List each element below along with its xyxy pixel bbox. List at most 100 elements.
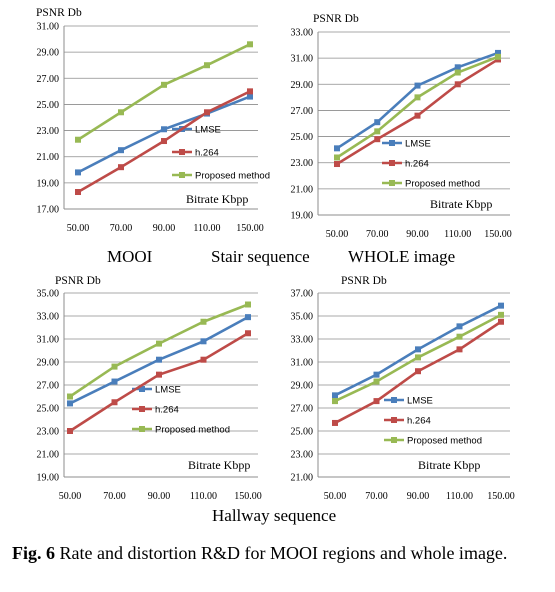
chart2-lmse-point [374,119,381,126]
chart3-legend-lmse-label: LMSE [155,385,181,396]
chart1-x-tick-label: 150.00 [236,223,264,234]
chart2-y-tick-label: 29.00 [291,80,314,91]
chart1-lmse-line [77,95,251,174]
chart1-lmse-point [247,93,253,100]
chart1-h264-point [204,109,210,116]
chart4-proposed-point [332,398,338,405]
chart3-y-axis-label: PSNR Db [55,275,101,287]
caption-whole-image: WHOLE image [348,247,456,266]
chart3-y-tick-label: 33.00 [37,312,60,323]
chart4-lmse-point [456,323,463,330]
chart1-legend-h264-label: h.264 [195,148,219,159]
chart3-legend-h264-marker [139,406,145,412]
chart1-legend-lmse-label: LMSE [195,125,221,136]
chart2-legend-proposed-marker [389,180,395,186]
chart2-y-tick-label: 19.00 [291,211,314,222]
chart1-proposed-point [161,81,167,88]
chart3-proposed-point [156,340,162,347]
chart3-proposed-point [200,318,207,325]
figure-caption-text: Rate and distortion R&D for MOOI regions… [55,543,508,563]
chart3-proposed-point [67,393,73,400]
chart3-x-tick-label: 150.00 [234,491,262,502]
chart3-y-tick-label: 31.00 [37,335,60,346]
chart4-legend-proposed-label: Proposed method [407,436,482,447]
chart4-h264-point [415,368,421,375]
chart1-y-tick-label: 29.00 [37,48,60,59]
chart4-h264-point [498,318,504,325]
chart3-legend-lmse-marker [139,386,145,392]
caption-hallway-sequence: Hallway sequence [212,506,337,525]
chart2-y-tick-label: 31.00 [291,54,314,65]
chart3-h264-point [67,428,73,434]
chart1-legend-proposed-label: Proposed method [195,171,270,182]
chart1-y-axis-label: PSNR Db [36,7,82,19]
chart1-lmse-point [118,147,124,154]
chart1-h264-point [118,164,124,171]
chart4-x-tick-label: 90.00 [407,491,430,502]
chart4-legend-h264-label: h.264 [407,416,431,427]
chart3-lmse-point [67,400,73,407]
chart1-h264-point [75,189,81,196]
chart3-x-tick-label: 110.00 [190,491,217,502]
chart3-h264-point [156,371,162,378]
chart4-legend-h264-marker [391,417,397,423]
figure-caption: Fig. 6 Rate and distortion R&D for MOOI … [12,542,532,565]
chart4-x-axis-label: Bitrate Kbpp [418,458,480,472]
chart3-legend-proposed-label: Proposed method [155,425,230,436]
chart4-proposed-point [415,354,421,361]
chart2-y-tick-label: 23.00 [291,158,314,169]
chart4-legend-lmse-label: LMSE [407,396,433,407]
chart3-y-tick-label: 19.00 [37,473,60,484]
chart1-x-tick-label: 50.00 [67,223,90,234]
caption-mooi: MOOI [107,247,153,266]
chart1-proposed-point [204,62,210,69]
chart3-x-tick-label: 50.00 [59,491,82,502]
chart3-y-tick-label: 35.00 [37,289,60,300]
chart1-proposed-point [247,41,253,48]
chart3-y-tick-label: 23.00 [37,427,60,438]
chart2-h264-point [414,112,421,119]
chart3-lmse-point [245,314,251,321]
chart4-h264-point [332,419,338,426]
chart4-x-tick-label: 70.00 [365,491,388,502]
chart4-legend-lmse-marker [391,397,397,403]
chart4-x-tick-label: 50.00 [324,491,347,502]
chart2-lmse-point [414,82,421,89]
chart2-x-tick-label: 50.00 [326,229,349,240]
chart2-proposed-point [454,69,461,76]
chart4-y-tick-label: 23.00 [291,450,314,461]
chart4-y-tick-label: 21.00 [291,473,314,484]
chart3-x-tick-label: 90.00 [148,491,171,502]
chart1-proposed-point [118,109,124,116]
chart3-lmse-point [111,378,118,385]
chart2-h264-point [374,136,381,143]
chart2-legend-h264-marker [389,160,395,166]
chart3-lmse-point [156,356,162,363]
chart2-lmse-point [454,64,461,71]
chart2-x-tick-label: 110.00 [444,229,471,240]
chart1-h264-point [161,138,167,145]
chart2-proposed-point [495,53,501,60]
chart1-x-tick-label: 90.00 [153,223,176,234]
chart2-x-tick-label: 70.00 [366,229,389,240]
chart1-lmse-point [75,169,81,176]
chart4-y-tick-label: 31.00 [291,358,314,369]
chart3-y-tick-label: 27.00 [37,381,60,392]
figure-number: Fig. 6 [12,543,55,563]
chart4-y-tick-label: 27.00 [291,404,314,415]
chart3-y-tick-label: 29.00 [37,358,60,369]
chart3-y-tick-label: 21.00 [37,450,60,461]
chart2-lmse-point [495,49,501,56]
chart2-y-tick-label: 21.00 [291,184,314,195]
chart2-legend-proposed-label: Proposed method [405,179,480,190]
chart1-y-tick-label: 27.00 [37,74,60,85]
chart1-lmse-point [161,126,167,133]
chart3-h264-line [69,332,249,433]
chart3-proposed-point [111,363,118,370]
chart3-lmse-point [200,338,207,345]
chart1-y-tick-label: 21.00 [37,152,60,163]
chart2-lmse-point [334,145,340,152]
chart4-proposed-point [498,311,504,318]
chart4-legend-proposed-marker [391,437,397,443]
